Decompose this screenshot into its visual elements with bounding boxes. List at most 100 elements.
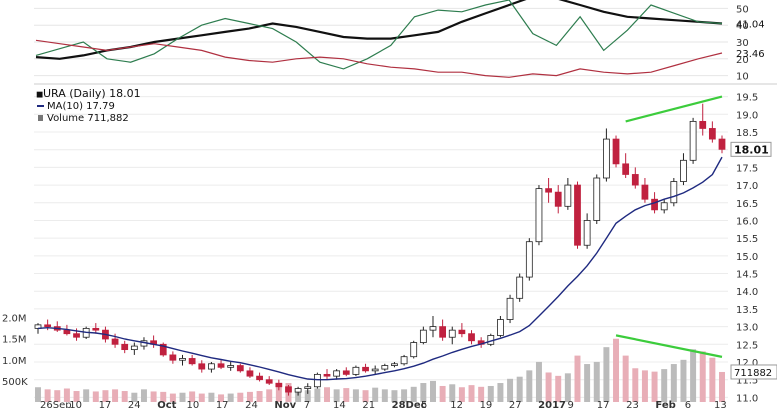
x-axis-label: 14 (333, 400, 346, 408)
trendline (625, 95, 723, 123)
volume-bar (343, 388, 350, 402)
price-tick-label: 17.5 (736, 163, 758, 174)
candle-body (285, 386, 292, 393)
candle-body (516, 276, 524, 299)
x-axis-label: 17 (216, 400, 229, 408)
candle-body (208, 363, 215, 370)
volume-bar (121, 391, 128, 402)
candle-body (631, 174, 639, 186)
x-axis-label: 24 (245, 400, 258, 408)
candle-body (130, 345, 138, 351)
x-axis-label: 5 (421, 400, 427, 408)
candle-body (651, 198, 658, 211)
x-axis-label: 12 (450, 400, 463, 408)
volume-bar (535, 361, 542, 402)
candle-body (275, 382, 283, 388)
last-price-tag-box (730, 141, 772, 157)
candle-body (419, 329, 427, 343)
volume-bar (169, 393, 176, 402)
volume-bar (699, 351, 706, 402)
volume-bar (83, 389, 90, 402)
volume-bar (102, 390, 109, 402)
x-axis-label: Feb (655, 400, 675, 408)
volume-bar (391, 390, 398, 402)
price-tick-label: 19.0 (736, 110, 758, 121)
indicator-tick-label: 40 (736, 21, 749, 32)
indicator-tick-label: 30 (736, 38, 749, 49)
volume-bar (401, 389, 408, 402)
legend-volume-swatch (38, 115, 43, 121)
x-axis-label: Oct (157, 400, 176, 408)
legend-volume: Volume 711,882 (47, 113, 129, 124)
candle-body (63, 329, 71, 335)
price-tick-label: 12.0 (736, 358, 758, 369)
volume-bar (651, 371, 658, 402)
legend-ma: MA(10) 17.79 (47, 101, 115, 112)
x-axis-label: 26Sep (40, 400, 72, 408)
candle-body (313, 373, 321, 388)
candle-body (362, 366, 369, 372)
candle-body (660, 202, 668, 211)
volume-bar (333, 389, 340, 402)
candle-body (73, 333, 80, 338)
volume-bar (73, 391, 80, 402)
candle-body (400, 356, 408, 365)
last-volume-tag: 711882 (734, 368, 772, 379)
candle-body (670, 181, 678, 204)
candle-body (554, 191, 562, 207)
candle-body (198, 363, 206, 370)
volume-bar (487, 385, 494, 402)
volume-bar (352, 389, 359, 402)
volume-bar (208, 392, 215, 402)
volume-bar (545, 372, 552, 402)
last-volume-tag-box (730, 364, 777, 380)
x-axis-label: 19 (480, 400, 493, 408)
volume-bar (304, 390, 311, 402)
indicator-panel: 50 40 30 20 10 41.04 23.46 (34, 0, 777, 85)
x-axis-label: 21 (362, 400, 375, 408)
volume-tick-label: 1.0M (2, 356, 27, 367)
volume-bar (709, 357, 716, 402)
x-axis-label: 2017 (538, 400, 566, 408)
indicator-series-line (35, 39, 723, 78)
volume-bar (44, 389, 51, 402)
ma10-line (37, 156, 723, 381)
volume-bar (690, 349, 697, 402)
candle-body (217, 363, 225, 368)
candle-body (304, 386, 312, 389)
volume-bar (555, 375, 562, 402)
candle-body (333, 370, 341, 377)
volume-bar (680, 359, 687, 402)
volume-bar (478, 386, 485, 402)
volume-bar (564, 373, 571, 402)
volume-tick-label: 2.0M (2, 314, 27, 325)
price-tick-label: 17.0 (736, 181, 758, 192)
candle-body (188, 358, 196, 365)
candle-body (458, 329, 466, 335)
x-axis-label: 10 (69, 400, 82, 408)
candle-body (564, 184, 572, 207)
volume-bar (295, 389, 302, 402)
price-panel: 19.519.018.518.017.517.016.516.015.515.0… (2, 87, 777, 411)
price-tick-label: 16.5 (736, 199, 758, 210)
candle-body (468, 333, 475, 342)
volume-bar (449, 384, 456, 402)
candle-body (680, 159, 687, 182)
candle-body (371, 368, 379, 372)
volume-bar (198, 393, 205, 402)
volume-bar (574, 355, 581, 402)
price-tick-label: 14.5 (736, 270, 758, 281)
x-axis-label: 27 (509, 400, 522, 408)
volume-bar (670, 364, 677, 402)
x-axis-label: 24 (128, 400, 141, 408)
volume-bar (140, 389, 147, 402)
volume-bar (218, 394, 225, 402)
candle-body (603, 138, 610, 179)
volume-bar (112, 389, 119, 402)
candle-body (583, 220, 591, 246)
price-tick-label: 18.5 (736, 128, 758, 139)
indicator-readout: 23.46 (736, 49, 765, 60)
candle-body (612, 138, 620, 165)
legend: URA (Daily) 18.01 ◼ MA(10) 17.79 Volume … (36, 87, 141, 124)
volume-bar (54, 390, 61, 402)
